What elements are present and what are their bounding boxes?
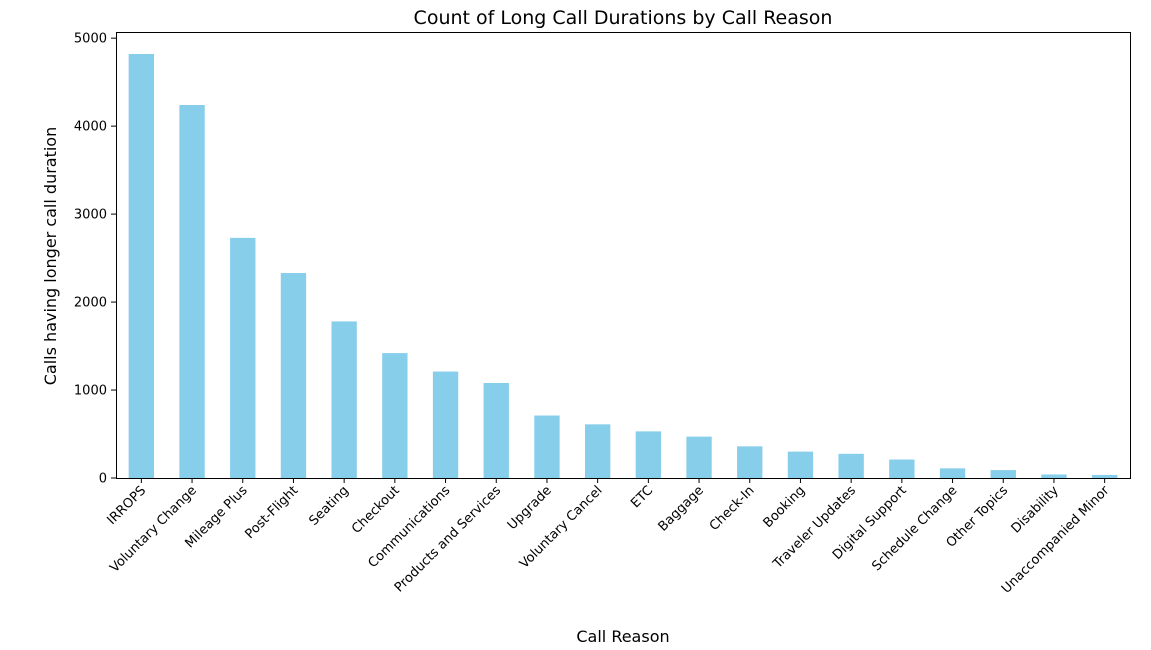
y-tick-label: 2000 <box>74 296 107 311</box>
bars-group <box>128 53 1118 479</box>
bar <box>382 353 408 478</box>
bar <box>584 424 611 478</box>
x-tick-label: Voluntary Change <box>107 483 200 576</box>
bar <box>939 468 966 478</box>
bar <box>686 436 712 478</box>
bar <box>280 273 307 478</box>
x-tick-label: Products and Services <box>392 483 504 595</box>
bar <box>534 415 560 478</box>
bar <box>635 431 662 478</box>
x-tick-label: IRROPS <box>104 483 149 528</box>
y-tick-label: 5000 <box>74 32 107 47</box>
y-axis-label: Calls having longer call duration <box>41 127 60 385</box>
y-tick-label: 0 <box>99 472 107 487</box>
x-tick-label: Disability <box>1009 483 1062 536</box>
y-tick-label: 1000 <box>74 384 107 399</box>
x-tick-label: Upgrade <box>505 483 555 533</box>
x-tick-label: Check-In <box>707 483 758 534</box>
x-tick-label: Baggage <box>656 483 707 534</box>
x-tick-label: Post-Flight <box>242 483 301 542</box>
x-tick-label: ETC <box>628 483 656 511</box>
x-tick-label: Seating <box>306 483 352 529</box>
bar <box>1041 474 1067 478</box>
x-tick-label: Booking <box>761 483 809 531</box>
bar <box>889 459 915 478</box>
chart-title: Count of Long Call Durations by Call Rea… <box>414 7 833 29</box>
bar <box>1091 474 1118 478</box>
bar <box>179 105 205 478</box>
bar <box>128 53 155 479</box>
bar <box>990 470 1016 478</box>
bar <box>787 451 814 478</box>
plot-frame <box>116 32 1131 479</box>
bar <box>230 237 256 478</box>
y-tick-label: 3000 <box>74 208 107 223</box>
x-axis-label: Call Reason <box>576 627 669 646</box>
x-tick-label: Schedule Change <box>869 483 960 574</box>
bar <box>838 453 864 478</box>
y-tick-label: 4000 <box>74 120 107 135</box>
bar <box>737 446 763 478</box>
x-tick-label: Checkout <box>349 483 403 537</box>
bar <box>432 371 459 478</box>
bar <box>483 382 509 478</box>
x-tick-label: Unaccompanied Minor <box>999 483 1113 597</box>
bar <box>331 321 357 478</box>
y-axis: 0 1000 2000 3000 4000 5000 <box>74 32 116 487</box>
